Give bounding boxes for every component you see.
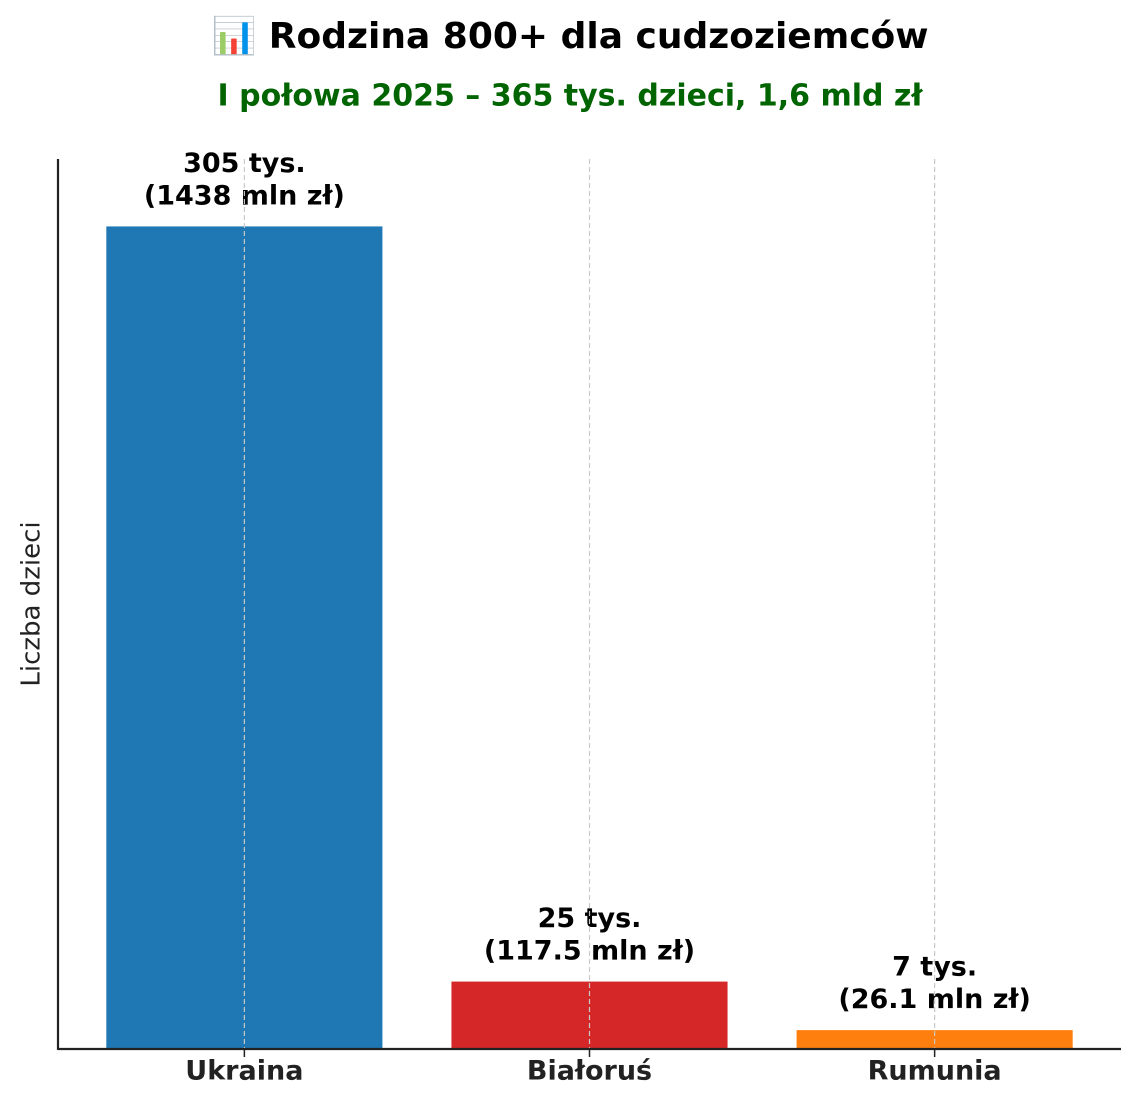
chart-title: 📊 Rodzina 800+ dla cudzoziemców: [211, 15, 928, 57]
y-axis-label: Liczba dzieci: [17, 521, 47, 686]
x-tick-label: Rumunia: [868, 1056, 1002, 1087]
x-tick-label: Białoruś: [527, 1056, 652, 1087]
chart-subtitle: I połowa 2025 – 365 tys. dzieci, 1,6 mld…: [218, 79, 924, 114]
x-tick-label: Ukraina: [185, 1056, 303, 1087]
bar: [106, 226, 383, 1049]
